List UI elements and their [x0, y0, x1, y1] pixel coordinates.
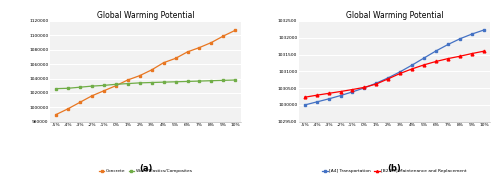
Wood/Plastics/Composites [196, 80, 202, 82]
[A4] Transportation [374, 82, 380, 84]
[A4] Transportation [326, 98, 332, 100]
[A4] Transportation [350, 91, 356, 93]
[B2-B5] Maintenance and Replacement [398, 72, 404, 74]
[A4] Transportation [433, 50, 439, 52]
Concrete [160, 62, 166, 64]
Concrete [65, 108, 71, 110]
[A4] Transportation [421, 57, 427, 59]
[B2-B5] Maintenance and Replacement [302, 96, 308, 98]
[A4] Transportation [481, 29, 487, 31]
[B2-B5] Maintenance and Replacement [326, 92, 332, 94]
[B2-B5] Maintenance and Replacement [481, 50, 487, 52]
Concrete [208, 41, 214, 44]
[B2-B5] Maintenance and Replacement [374, 83, 380, 85]
Concrete [220, 35, 226, 37]
[B2-B5] Maintenance and Replacement [338, 90, 344, 93]
Wood/Plastics/Composites [160, 81, 166, 83]
[B2-B5] Maintenance and Replacement [433, 60, 439, 62]
Concrete [77, 101, 83, 103]
Wood/Plastics/Composites [220, 79, 226, 81]
Text: (b): (b) [388, 164, 401, 173]
Wood/Plastics/Composites [148, 81, 154, 84]
[B2-B5] Maintenance and Replacement [445, 58, 451, 60]
[B2-B5] Maintenance and Replacement [350, 88, 356, 90]
Concrete [113, 85, 119, 87]
Wood/Plastics/Composites [184, 80, 190, 82]
[A4] Transportation [410, 64, 416, 66]
[A4] Transportation [445, 43, 451, 45]
Wood/Plastics/Composites [232, 79, 238, 81]
Title: Global Warming Potential: Global Warming Potential [97, 11, 194, 20]
[A4] Transportation [302, 104, 308, 106]
Concrete [172, 57, 178, 59]
[A4] Transportation [338, 94, 344, 97]
Wood/Plastics/Composites [89, 85, 95, 87]
Line: [A4] Transportation: [A4] Transportation [304, 29, 486, 106]
Wood/Plastics/Composites [208, 80, 214, 82]
[B2-B5] Maintenance and Replacement [421, 64, 427, 66]
Concrete [136, 75, 142, 77]
Concrete [124, 79, 130, 81]
Wood/Plastics/Composites [65, 87, 71, 89]
Line: Wood/Plastics/Composites: Wood/Plastics/Composites [54, 79, 236, 90]
Legend: [A4] Transportation, [B2-B5] Maintenance and Replacement: [A4] Transportation, [B2-B5] Maintenance… [320, 168, 468, 174]
Concrete [53, 114, 59, 116]
Wood/Plastics/Composites [113, 83, 119, 85]
Concrete [184, 51, 190, 53]
Concrete [196, 46, 202, 49]
Concrete [148, 69, 154, 71]
[A4] Transportation [362, 87, 368, 89]
Concrete [101, 90, 107, 92]
[A4] Transportation [386, 77, 392, 79]
Line: [B2-B5] Maintenance and Replacement: [B2-B5] Maintenance and Replacement [304, 50, 486, 99]
Legend: Concrete, Wood/Plastics/Composites: Concrete, Wood/Plastics/Composites [97, 168, 194, 174]
[A4] Transportation [469, 33, 475, 35]
[B2-B5] Maintenance and Replacement [469, 53, 475, 55]
Text: (a): (a) [139, 164, 152, 173]
[B2-B5] Maintenance and Replacement [362, 86, 368, 88]
Concrete [89, 95, 95, 97]
Wood/Plastics/Composites [124, 82, 130, 85]
[A4] Transportation [457, 38, 463, 40]
Wood/Plastics/Composites [136, 82, 142, 84]
Wood/Plastics/Composites [101, 84, 107, 86]
Line: Concrete: Concrete [54, 29, 236, 116]
Wood/Plastics/Composites [53, 88, 59, 90]
[B2-B5] Maintenance and Replacement [314, 94, 320, 96]
[B2-B5] Maintenance and Replacement [457, 55, 463, 57]
Wood/Plastics/Composites [77, 86, 83, 88]
Wood/Plastics/Composites [172, 81, 178, 83]
[B2-B5] Maintenance and Replacement [386, 78, 392, 80]
Concrete [232, 29, 238, 31]
[A4] Transportation [398, 71, 404, 73]
[A4] Transportation [314, 101, 320, 103]
Title: Global Warming Potential: Global Warming Potential [346, 11, 443, 20]
[B2-B5] Maintenance and Replacement [410, 68, 416, 70]
